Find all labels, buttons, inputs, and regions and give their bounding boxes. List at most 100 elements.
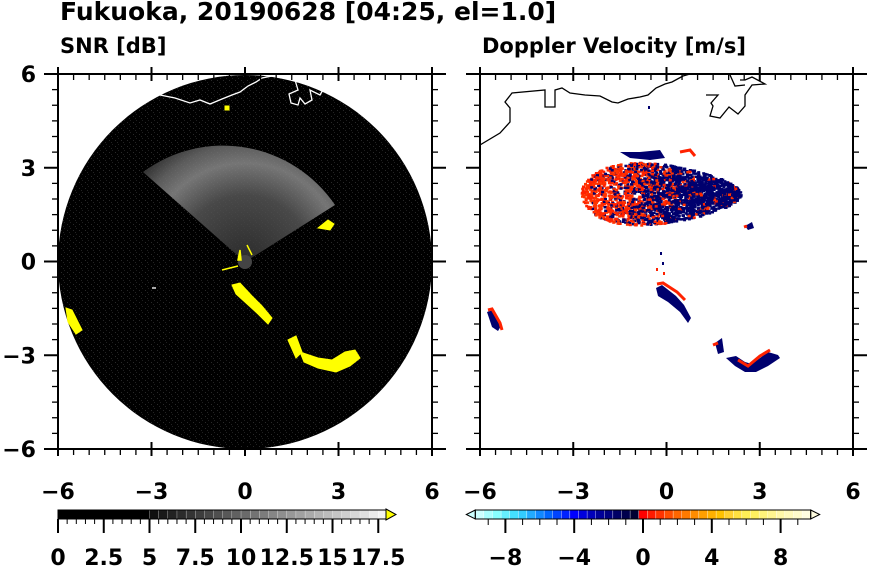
velocity-pixel — [649, 175, 653, 179]
velocity-pixel — [646, 223, 650, 226]
snr-colorbar-segment — [158, 509, 169, 520]
velocity-pixel — [709, 180, 713, 184]
velocity-pixel — [717, 198, 721, 201]
velocity-pixel — [707, 188, 711, 192]
velocity-pixel — [608, 209, 612, 212]
velocity-pixel — [654, 199, 658, 202]
velocity-pixel — [704, 204, 708, 208]
velocity-pixel — [588, 180, 592, 184]
velocity-pixel — [667, 221, 671, 224]
velocity-pixel — [626, 220, 630, 223]
velocity-pixel — [639, 196, 643, 199]
velocity-pixel — [646, 200, 650, 203]
velocity-pixel — [681, 173, 685, 176]
velocity-pixel — [692, 216, 696, 219]
velocity-pixel — [631, 178, 635, 181]
velocity-pixel — [629, 219, 633, 222]
snr-colorbar-segment — [304, 509, 315, 520]
velocity-pixel — [626, 186, 630, 190]
velocity-pixel — [677, 214, 681, 217]
velocity-pixel — [683, 183, 687, 186]
velocity-pixel — [664, 200, 668, 204]
velocity-pixel — [693, 205, 697, 208]
x-tick-label: −6 — [463, 480, 497, 505]
x-tick-label: 3 — [752, 480, 767, 505]
doppler-colorbar-segment — [492, 509, 502, 520]
velocity-pixel — [711, 195, 715, 199]
velocity-pixel — [629, 215, 633, 218]
velocity-pixel — [624, 169, 628, 173]
x-tick-label: −6 — [41, 480, 75, 505]
velocity-pixel — [662, 262, 664, 265]
velocity-pixel — [598, 216, 602, 219]
velocity-pixel — [705, 173, 709, 176]
velocity-pixel — [662, 191, 666, 195]
velocity-pixel — [682, 192, 686, 196]
velocity-pixel — [633, 177, 637, 181]
velocity-pixel — [602, 177, 606, 181]
velocity-pixel — [658, 194, 662, 198]
velocity-pixel — [686, 206, 690, 210]
doppler-colorbar-segment — [750, 509, 760, 520]
velocity-pixel — [686, 190, 690, 193]
velocity-pixel — [665, 220, 669, 223]
doppler-colorbar-segment — [784, 509, 794, 520]
velocity-pixel — [598, 179, 602, 182]
velocity-pixel — [673, 177, 676, 181]
doppler-colorbar-segment — [767, 509, 777, 520]
doppler-axes-frame — [479, 73, 854, 450]
velocity-pixel — [730, 184, 734, 187]
velocity-pixel — [691, 200, 695, 203]
velocity-pixel — [628, 194, 632, 197]
velocity-pixel — [699, 194, 703, 197]
velocity-pixel — [731, 190, 735, 194]
velocity-pixel — [581, 191, 585, 195]
velocity-pixel — [715, 185, 719, 188]
velocity-echoes — [487, 106, 780, 372]
velocity-pixel — [721, 178, 725, 182]
doppler-colorbar-segment — [776, 509, 786, 520]
velocity-pixel — [619, 163, 623, 166]
velocity-pixel — [702, 200, 706, 203]
velocity-pixel — [715, 187, 719, 190]
snr-colorbar-extend-arrow — [385, 508, 398, 521]
velocity-pixel — [609, 170, 613, 174]
velocity-pixel — [614, 198, 618, 202]
velocity-pixel — [719, 192, 722, 196]
velocity-pixel — [700, 180, 704, 184]
velocity-pixel — [628, 200, 632, 203]
doppler-colorbar-segment — [561, 509, 571, 520]
velocity-pixel — [686, 200, 690, 203]
velocity-pixel — [641, 183, 645, 186]
velocity-pixel — [641, 179, 645, 183]
velocity-pixel — [602, 193, 606, 196]
velocity-pixel — [600, 197, 604, 201]
velocity-pixel — [628, 163, 632, 167]
velocity-pixel — [667, 187, 671, 191]
velocity-echo-strip — [726, 352, 780, 372]
velocity-pixel — [727, 202, 731, 206]
velocity-pixel — [655, 217, 659, 220]
velocity-pixel — [604, 172, 608, 176]
velocity-pixel — [621, 195, 625, 198]
doppler-colorbar-segment — [655, 509, 665, 520]
velocity-pixel — [736, 190, 740, 193]
velocity-pixel — [616, 166, 620, 170]
velocity-pixel — [648, 202, 652, 205]
velocity-pixel — [727, 204, 731, 207]
velocity-pixel — [696, 187, 700, 190]
velocity-pixel — [615, 209, 619, 212]
doppler-colorbar-segment — [647, 509, 657, 520]
snr-colorbar-segment — [250, 509, 260, 520]
velocity-pixel — [677, 185, 681, 189]
velocity-pixel — [719, 200, 723, 204]
doppler-colorbar-segment — [741, 509, 751, 520]
velocity-pixel — [617, 187, 621, 190]
velocity-pixel — [650, 207, 654, 211]
velocity-pixel — [677, 183, 681, 186]
velocity-pixel — [643, 182, 647, 186]
velocity-pixel — [633, 167, 637, 170]
velocity-pixel — [626, 184, 630, 188]
velocity-pixel — [671, 215, 674, 219]
velocity-pixel — [609, 165, 613, 169]
